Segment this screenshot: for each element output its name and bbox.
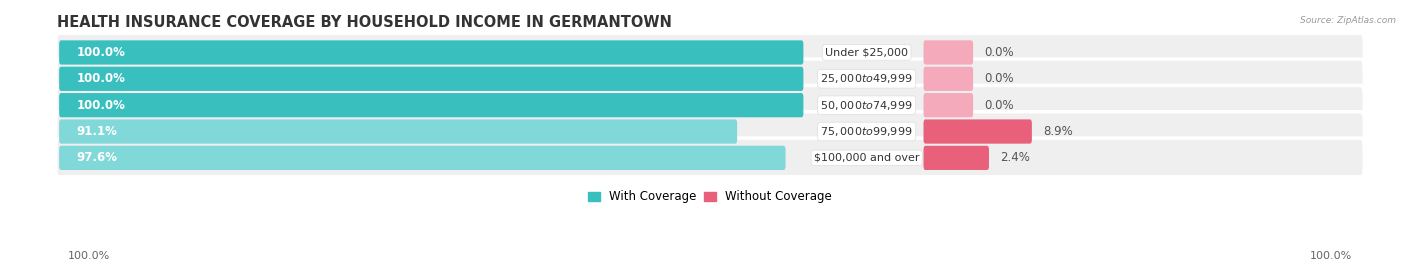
Text: 97.6%: 97.6% [77, 151, 118, 164]
Text: 8.9%: 8.9% [1043, 125, 1073, 138]
FancyBboxPatch shape [59, 40, 803, 65]
FancyBboxPatch shape [924, 93, 973, 117]
FancyBboxPatch shape [924, 119, 1032, 144]
Text: $100,000 and over: $100,000 and over [814, 153, 920, 163]
Text: $25,000 to $49,999: $25,000 to $49,999 [821, 72, 912, 85]
Text: 0.0%: 0.0% [984, 72, 1014, 85]
Text: $75,000 to $99,999: $75,000 to $99,999 [821, 125, 912, 138]
FancyBboxPatch shape [56, 59, 1364, 98]
Text: 100.0%: 100.0% [1310, 251, 1353, 261]
FancyBboxPatch shape [59, 119, 737, 144]
FancyBboxPatch shape [924, 146, 988, 170]
FancyBboxPatch shape [56, 112, 1364, 151]
Text: 91.1%: 91.1% [77, 125, 118, 138]
Text: Source: ZipAtlas.com: Source: ZipAtlas.com [1301, 16, 1396, 25]
Text: HEALTH INSURANCE COVERAGE BY HOUSEHOLD INCOME IN GERMANTOWN: HEALTH INSURANCE COVERAGE BY HOUSEHOLD I… [58, 15, 672, 30]
FancyBboxPatch shape [59, 67, 803, 91]
Text: Under $25,000: Under $25,000 [825, 47, 908, 58]
Text: 0.0%: 0.0% [984, 99, 1014, 112]
FancyBboxPatch shape [924, 67, 973, 91]
Legend: With Coverage, Without Coverage: With Coverage, Without Coverage [583, 186, 837, 208]
Text: 100.0%: 100.0% [77, 72, 125, 85]
Text: 100.0%: 100.0% [77, 46, 125, 59]
Text: $50,000 to $74,999: $50,000 to $74,999 [821, 99, 912, 112]
FancyBboxPatch shape [56, 138, 1364, 178]
FancyBboxPatch shape [59, 93, 803, 117]
FancyBboxPatch shape [59, 146, 786, 170]
Text: 100.0%: 100.0% [77, 99, 125, 112]
FancyBboxPatch shape [56, 33, 1364, 72]
Text: 100.0%: 100.0% [67, 251, 110, 261]
Text: 2.4%: 2.4% [1000, 151, 1031, 164]
FancyBboxPatch shape [56, 85, 1364, 125]
Text: 0.0%: 0.0% [984, 46, 1014, 59]
FancyBboxPatch shape [924, 40, 973, 65]
